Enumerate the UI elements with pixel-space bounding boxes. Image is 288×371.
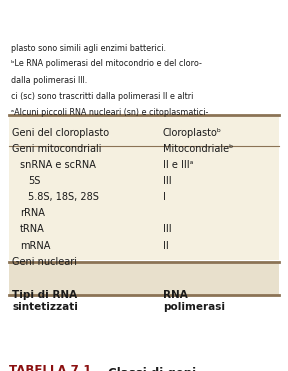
Text: dalla polimerasi III.: dalla polimerasi III. [11, 76, 87, 85]
Text: 5S: 5S [28, 176, 41, 186]
Text: ᵇLe RNA polimerasi del mitocondrio e del cloro-: ᵇLe RNA polimerasi del mitocondrio e del… [11, 59, 202, 68]
Text: TABELLA 7.1: TABELLA 7.1 [9, 364, 92, 371]
Text: rRNA: rRNA [20, 209, 45, 218]
Text: ci (sc) sono trascritti dalla polimerasi II e altri: ci (sc) sono trascritti dalla polimerasi… [11, 92, 193, 101]
Text: ᵃAlcuni piccoli RNA nucleari (sn) e citoplasmatici-: ᵃAlcuni piccoli RNA nucleari (sn) e cito… [11, 108, 208, 116]
Text: II e IIIᵃ: II e IIIᵃ [163, 160, 193, 170]
Text: RNA
polimerasi: RNA polimerasi [163, 290, 225, 312]
Text: 5.8S, 18S, 28S: 5.8S, 18S, 28S [28, 192, 99, 202]
Text: Tipi di RNA
sintetizzati: Tipi di RNA sintetizzati [12, 290, 78, 312]
Text: tRNA: tRNA [20, 224, 45, 234]
Text: Cloroplastoᵇ: Cloroplastoᵇ [163, 128, 222, 138]
Bar [9, 115, 279, 260]
Text: Geni mitocondriali: Geni mitocondriali [12, 144, 102, 154]
Text: plasto sono simili agli enzimi batterici.: plasto sono simili agli enzimi batterici… [11, 44, 166, 53]
Text: Geni del cloroplasto: Geni del cloroplasto [12, 128, 109, 138]
Text: snRNA e scRNA: snRNA e scRNA [20, 160, 96, 170]
Text: II: II [163, 241, 168, 250]
Text: I: I [163, 192, 166, 202]
Text: III: III [163, 224, 171, 234]
Text: mRNA: mRNA [20, 241, 50, 250]
Text: Mitocondrialeᵇ: Mitocondrialeᵇ [163, 144, 233, 154]
Text: III: III [163, 176, 171, 186]
Text: Classi di geni
trascritti dalle
RNA polimerasi
eucariotiche: Classi di geni trascritti dalle RNA poli… [108, 367, 210, 371]
Text: Geni nucleari: Geni nucleari [12, 257, 77, 267]
Bar [9, 262, 279, 295]
